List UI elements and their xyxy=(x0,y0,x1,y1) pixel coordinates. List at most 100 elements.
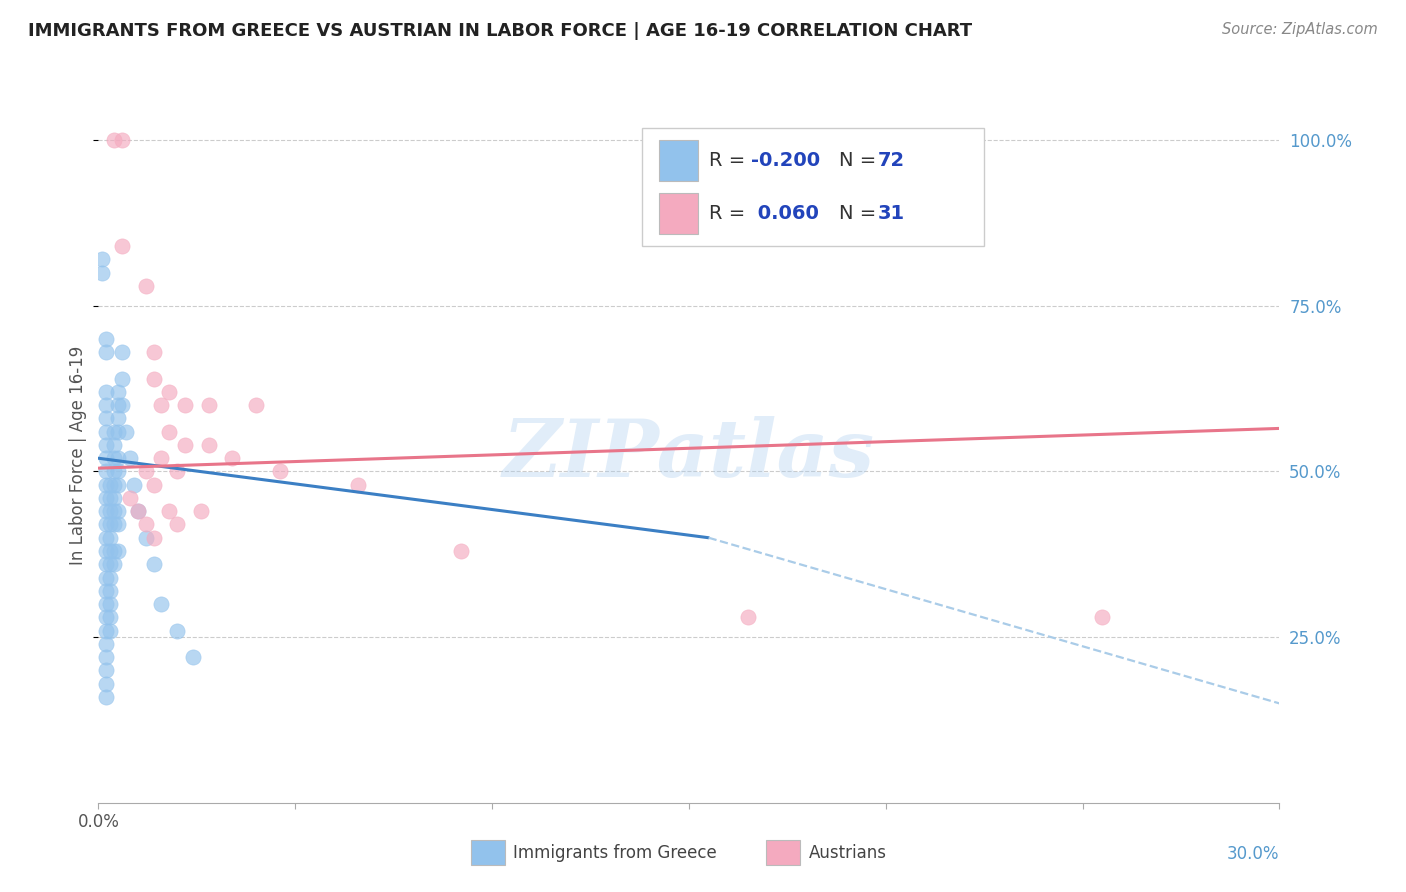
Y-axis label: In Labor Force | Age 16-19: In Labor Force | Age 16-19 xyxy=(69,345,87,565)
Point xyxy=(96,517,118,532)
Point xyxy=(737,610,759,624)
Point xyxy=(96,597,118,611)
Text: 31: 31 xyxy=(877,204,905,223)
Point xyxy=(135,465,157,479)
Point xyxy=(103,558,125,572)
Point xyxy=(98,610,121,624)
Point xyxy=(157,425,180,439)
Point xyxy=(107,517,129,532)
Point xyxy=(96,438,118,452)
Point xyxy=(98,583,121,598)
Point xyxy=(111,133,134,147)
Point xyxy=(98,491,121,505)
Point xyxy=(96,411,118,425)
Point xyxy=(107,384,129,399)
Point xyxy=(111,372,134,386)
Point xyxy=(107,544,129,558)
Text: R =: R = xyxy=(709,204,752,223)
Point xyxy=(96,491,118,505)
Point xyxy=(157,384,180,399)
Point xyxy=(96,676,118,690)
Point xyxy=(181,650,204,665)
Point xyxy=(142,477,165,491)
Point xyxy=(197,438,219,452)
Point xyxy=(221,451,243,466)
Point xyxy=(150,398,173,412)
Point xyxy=(103,517,125,532)
Point xyxy=(142,345,165,359)
Text: ZIPatlas: ZIPatlas xyxy=(503,417,875,493)
Point xyxy=(98,544,121,558)
Point xyxy=(107,504,129,518)
Point xyxy=(98,477,121,491)
Point xyxy=(96,583,118,598)
Point xyxy=(98,504,121,518)
Point xyxy=(142,558,165,572)
Point xyxy=(111,239,134,253)
Point xyxy=(166,517,188,532)
Point xyxy=(107,425,129,439)
Point xyxy=(98,570,121,584)
Point xyxy=(103,491,125,505)
Point xyxy=(96,624,118,638)
Point xyxy=(103,451,125,466)
Point xyxy=(103,425,125,439)
Point xyxy=(103,133,125,147)
Point xyxy=(269,465,291,479)
Point xyxy=(96,465,118,479)
Point xyxy=(118,491,141,505)
Text: N =: N = xyxy=(838,204,882,223)
Point xyxy=(96,558,118,572)
Point xyxy=(107,398,129,412)
Point xyxy=(103,504,125,518)
Point xyxy=(96,425,118,439)
Point xyxy=(96,477,118,491)
Text: Immigrants from Greece: Immigrants from Greece xyxy=(513,844,717,862)
Text: IMMIGRANTS FROM GREECE VS AUSTRIAN IN LABOR FORCE | AGE 16-19 CORRELATION CHART: IMMIGRANTS FROM GREECE VS AUSTRIAN IN LA… xyxy=(28,22,972,40)
Point xyxy=(118,451,141,466)
Point xyxy=(157,504,180,518)
Point xyxy=(142,372,165,386)
Point xyxy=(127,504,149,518)
Point xyxy=(135,517,157,532)
Point xyxy=(96,345,118,359)
Point xyxy=(115,425,138,439)
Point xyxy=(150,451,173,466)
Point xyxy=(98,597,121,611)
Point xyxy=(107,465,129,479)
Point xyxy=(96,384,118,399)
Point xyxy=(174,398,197,412)
Point xyxy=(96,610,118,624)
Point xyxy=(98,517,121,532)
Point xyxy=(96,398,118,412)
Point xyxy=(96,650,118,665)
Point xyxy=(96,637,118,651)
Point xyxy=(103,477,125,491)
Point xyxy=(96,332,118,346)
Point xyxy=(111,398,134,412)
Text: Austrians: Austrians xyxy=(808,844,886,862)
Point xyxy=(96,544,118,558)
Point xyxy=(96,451,118,466)
Point xyxy=(107,411,129,425)
Point xyxy=(103,438,125,452)
Point xyxy=(450,544,472,558)
Point xyxy=(107,451,129,466)
Point xyxy=(98,558,121,572)
Text: 30.0%: 30.0% xyxy=(1227,845,1279,863)
Point xyxy=(166,465,188,479)
Text: Source: ZipAtlas.com: Source: ZipAtlas.com xyxy=(1222,22,1378,37)
Text: -0.200: -0.200 xyxy=(751,151,821,170)
Point xyxy=(347,477,370,491)
Point xyxy=(190,504,212,518)
Text: R =: R = xyxy=(709,151,752,170)
Point xyxy=(142,531,165,545)
Point xyxy=(96,663,118,677)
Point xyxy=(103,465,125,479)
Point xyxy=(135,279,157,293)
Point xyxy=(150,597,173,611)
Point xyxy=(1091,610,1114,624)
Point xyxy=(96,570,118,584)
Text: 0.060: 0.060 xyxy=(751,204,820,223)
Point xyxy=(174,438,197,452)
